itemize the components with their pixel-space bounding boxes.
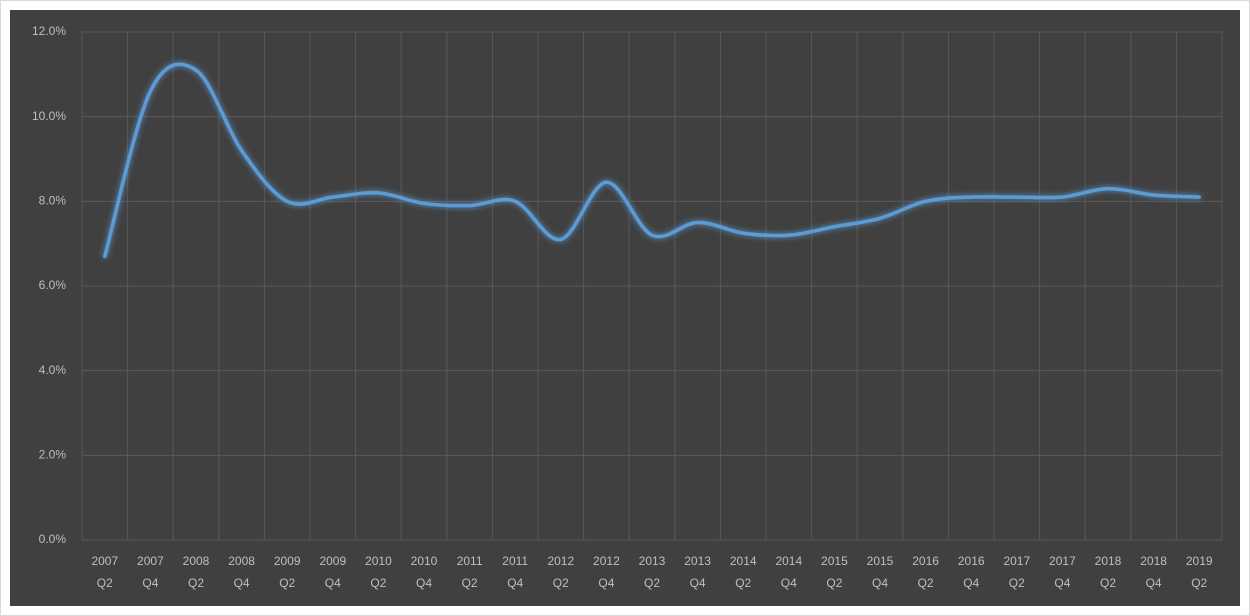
- y-tick-label: 8.0%: [39, 194, 67, 208]
- plot-background: [10, 10, 1240, 606]
- y-tick-label: 10.0%: [32, 109, 66, 123]
- y-tick-label: 0.0%: [39, 532, 67, 546]
- x-tick-label: 2014 Q2: [730, 554, 757, 590]
- x-tick-label: 2015 Q4: [867, 554, 894, 590]
- x-tick-label: 2013 Q2: [639, 554, 666, 590]
- x-tick-label: 2015 Q2: [821, 554, 848, 590]
- y-tick-label: 6.0%: [39, 278, 67, 292]
- x-tick-label: 2007 Q2: [91, 554, 118, 590]
- x-tick-label: 2010 Q2: [365, 554, 392, 590]
- x-tick-label: 2019 Q2: [1186, 554, 1213, 590]
- x-tick-label: 2017 Q4: [1049, 554, 1076, 590]
- x-tick-label: 2018 Q4: [1140, 554, 1167, 590]
- data-line: [103, 62, 1201, 259]
- x-tick-label: 2008 Q2: [183, 554, 210, 590]
- y-tick-label: 12.0%: [32, 24, 66, 38]
- x-tick-label: 2012 Q4: [593, 554, 620, 590]
- x-tick-label: 2008 Q4: [228, 554, 255, 590]
- x-tick-label: 2016 Q2: [912, 554, 939, 590]
- x-tick-label: 2010 Q4: [411, 554, 438, 590]
- x-tick-label: 2009 Q2: [274, 554, 301, 590]
- x-tick-label: 2009 Q4: [319, 554, 346, 590]
- x-tick-label: 2016 Q4: [958, 554, 985, 590]
- x-tick-label: 2018 Q2: [1095, 554, 1122, 590]
- x-tick-label: 2007 Q4: [137, 554, 164, 590]
- x-tick-label: 2011 Q2: [457, 554, 483, 590]
- x-tick-label: 2017 Q2: [1003, 554, 1030, 590]
- y-tick-label: 2.0%: [39, 448, 67, 462]
- x-tick-label: 2011 Q4: [502, 554, 528, 590]
- x-tick-label: 2012 Q2: [547, 554, 574, 590]
- y-tick-label: 4.0%: [39, 363, 67, 377]
- x-tick-label: 2014 Q4: [775, 554, 802, 590]
- x-tick-label: 2013 Q4: [684, 554, 711, 590]
